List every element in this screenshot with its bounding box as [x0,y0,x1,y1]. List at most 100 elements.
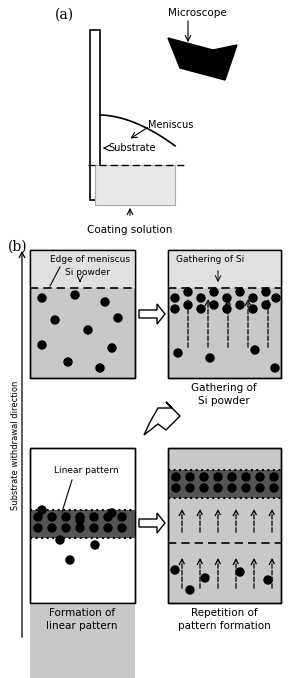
Circle shape [171,305,179,313]
Circle shape [186,484,194,492]
Circle shape [223,294,231,302]
Text: Si powder: Si powder [65,268,110,277]
Polygon shape [139,304,165,324]
Circle shape [214,484,222,492]
Circle shape [90,513,98,521]
Text: Gathering of Si: Gathering of Si [176,255,244,264]
Circle shape [172,473,180,481]
Bar [30,448,135,603]
Bar [90,30,100,200]
Circle shape [236,288,244,296]
Polygon shape [139,513,165,533]
Circle shape [184,288,192,296]
Text: (a): (a) [55,8,74,22]
Circle shape [197,294,205,302]
Circle shape [210,288,218,296]
Circle shape [48,524,56,532]
Circle shape [66,556,74,564]
Bar [168,250,281,288]
Circle shape [264,576,272,584]
Text: Substrate: Substrate [108,143,155,153]
Circle shape [236,301,244,309]
Circle shape [251,346,259,354]
Polygon shape [168,38,225,80]
Circle shape [242,473,250,481]
Circle shape [262,301,270,309]
Circle shape [249,305,257,313]
Circle shape [172,484,180,492]
Circle shape [48,513,56,521]
Polygon shape [213,45,237,80]
Circle shape [38,341,46,349]
Circle shape [90,524,98,532]
Circle shape [200,484,208,492]
Circle shape [223,305,231,313]
Circle shape [62,513,70,521]
Bar [30,250,135,378]
Text: Linear pattern: Linear pattern [54,466,119,475]
Circle shape [201,574,209,582]
Circle shape [76,524,84,532]
Circle shape [101,298,109,306]
Circle shape [104,524,112,532]
Text: Coating solution: Coating solution [87,225,173,235]
Circle shape [197,305,205,313]
Circle shape [62,524,70,532]
Circle shape [64,358,72,366]
Circle shape [228,473,236,481]
Bar [168,470,281,498]
Circle shape [51,316,59,324]
Bar [30,603,135,678]
Circle shape [256,484,264,492]
Circle shape [256,473,264,481]
Circle shape [76,516,84,524]
Text: Microscope: Microscope [168,8,227,18]
Circle shape [108,344,116,352]
Text: Gathering of
Si powder: Gathering of Si powder [191,383,257,406]
Circle shape [186,586,194,594]
Bar [95,165,175,205]
Polygon shape [144,402,180,435]
Circle shape [96,364,104,372]
Circle shape [236,568,244,576]
Circle shape [214,473,222,481]
Bar [30,510,135,538]
Circle shape [71,291,79,299]
Circle shape [108,509,116,517]
Text: Repetition of
pattern formation: Repetition of pattern formation [178,608,271,631]
Circle shape [184,301,192,309]
Text: Substrate withdrawal direction: Substrate withdrawal direction [12,380,20,510]
Text: Meniscus: Meniscus [148,120,194,130]
Text: Formation of
linear pattern: Formation of linear pattern [46,608,118,631]
Circle shape [38,294,46,302]
Circle shape [270,484,278,492]
Circle shape [118,513,126,521]
Circle shape [242,484,250,492]
Circle shape [228,484,236,492]
Circle shape [200,473,208,481]
Circle shape [186,473,194,481]
Bar [168,250,281,378]
Circle shape [271,364,279,372]
Circle shape [249,294,257,302]
Circle shape [171,566,179,574]
Bar [168,448,281,603]
Bar [168,250,281,378]
Circle shape [206,354,214,362]
Circle shape [34,524,42,532]
Circle shape [84,326,92,334]
Bar [30,448,135,603]
Circle shape [91,541,99,549]
Circle shape [210,301,218,309]
Bar [30,250,135,378]
Circle shape [104,513,112,521]
Circle shape [114,314,122,322]
Bar [30,250,135,288]
Circle shape [270,473,278,481]
Circle shape [34,513,42,521]
Circle shape [262,288,270,296]
Text: (b): (b) [8,240,28,254]
Circle shape [174,349,182,357]
Circle shape [171,294,179,302]
Text: Edge of meniscus: Edge of meniscus [50,255,130,264]
